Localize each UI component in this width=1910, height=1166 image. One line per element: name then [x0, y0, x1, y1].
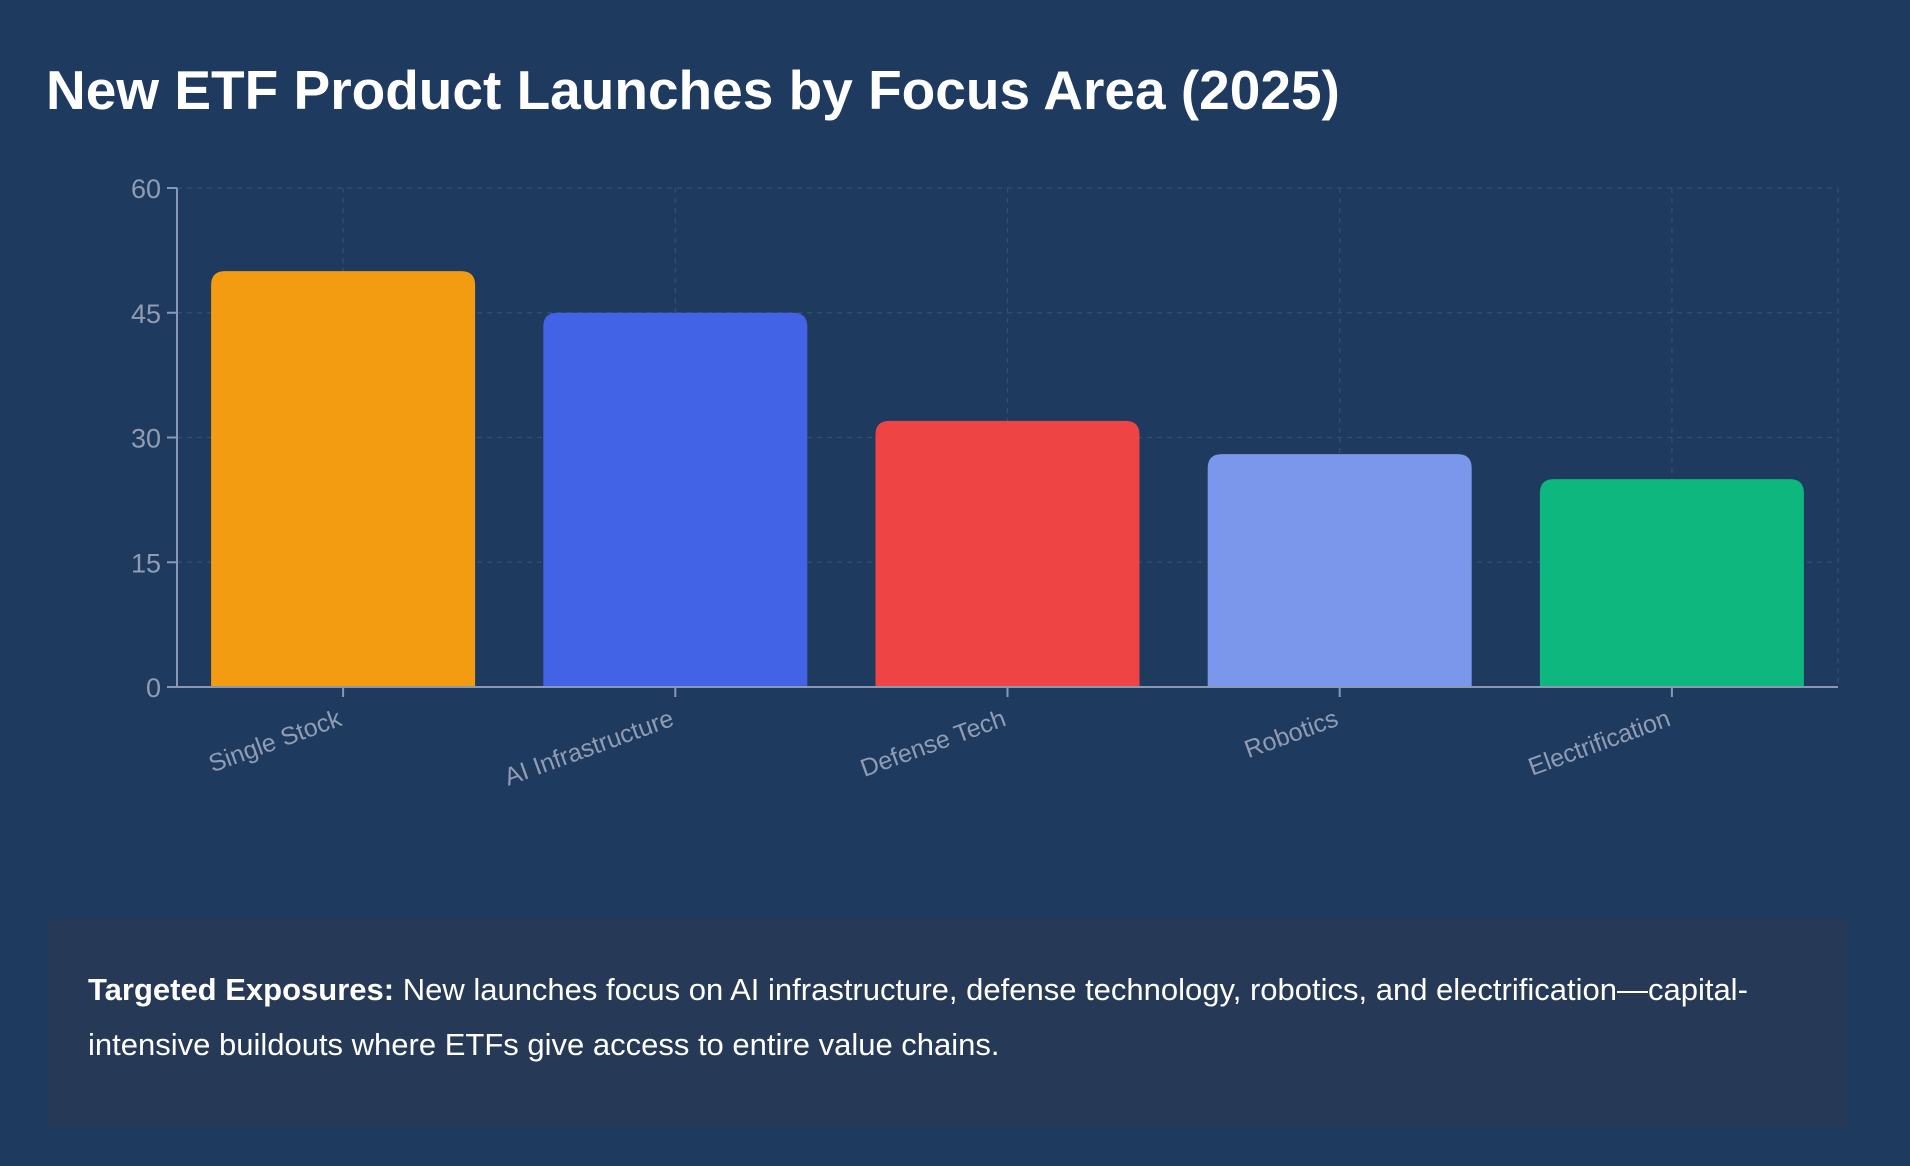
- y-tick-label: 15: [131, 548, 161, 578]
- x-tick-label: AI Infrastructure: [501, 704, 678, 791]
- chart-title: New ETF Product Launches by Focus Area (…: [46, 59, 1340, 121]
- insight-note: Targeted Exposures: New launches focus o…: [48, 918, 1848, 1128]
- x-tick-label: Robotics: [1241, 704, 1342, 764]
- bar-defense-tech: [875, 420, 1140, 687]
- x-tick-label: Electrification: [1525, 704, 1674, 781]
- bar-electrification: [1539, 479, 1804, 687]
- note-text: New launches focus on AI infrastructure,…: [88, 972, 1748, 1062]
- x-tick-label: Single Stock: [205, 704, 346, 778]
- y-tick-label: 45: [131, 299, 161, 329]
- y-tick-label: 60: [131, 174, 161, 204]
- y-tick-label: 0: [146, 673, 161, 703]
- y-tick-label: 30: [131, 424, 161, 454]
- bar-single-stock: [211, 271, 476, 687]
- note-label: Targeted Exposures:: [88, 972, 395, 1007]
- bar-ai-infrastructure: [543, 312, 808, 687]
- bar-robotics: [1207, 454, 1472, 687]
- chart-area: 0 15 30 45 60 Single Stock AI Infrastructure De…: [0, 160, 1910, 820]
- bar-chart: 0 15 30 45 60 Single Stock AI Infrastructure De…: [131, 174, 1839, 791]
- x-tick-label: Defense Tech: [857, 704, 1010, 782]
